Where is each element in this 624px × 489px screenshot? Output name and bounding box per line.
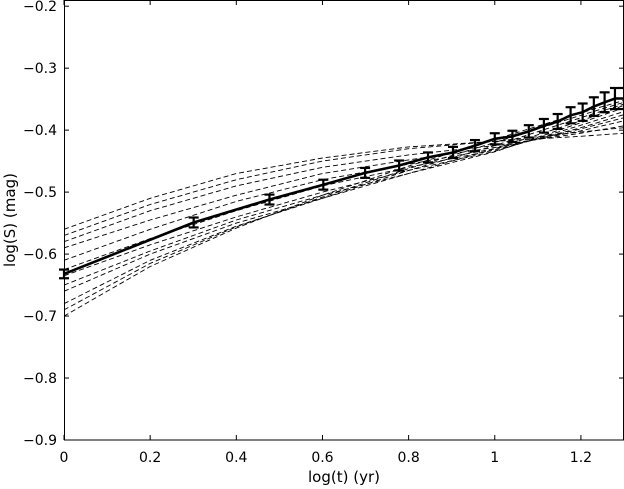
error-bar bbox=[599, 91, 610, 114]
y-tick-label: −0.3 bbox=[23, 61, 57, 77]
error-bar bbox=[489, 132, 500, 146]
error-bar bbox=[538, 117, 549, 134]
x-axis-label: log(t) (yr) bbox=[308, 468, 380, 486]
x-tick-label: 1 bbox=[490, 450, 499, 466]
error-bar bbox=[552, 112, 563, 131]
y-tick-label: −0.8 bbox=[23, 371, 57, 387]
y-tick-label: −0.7 bbox=[23, 309, 57, 325]
model-curve-11 bbox=[63, 101, 624, 311]
x-tick-label: 0.6 bbox=[311, 450, 333, 466]
y-tick-label: −0.4 bbox=[23, 123, 57, 139]
axis-ticks bbox=[63, 0, 624, 441]
error-bar bbox=[565, 106, 576, 125]
model-curve-8 bbox=[63, 107, 624, 286]
main-series-line bbox=[63, 97, 624, 276]
y-tick-label: −0.2 bbox=[23, 0, 57, 15]
x-tick-label: 0.8 bbox=[397, 450, 419, 466]
model-curve-10 bbox=[63, 103, 624, 305]
main-series bbox=[59, 86, 624, 280]
plot-area bbox=[59, 0, 624, 441]
x-tick-label: 0 bbox=[60, 450, 69, 466]
error-bar bbox=[469, 138, 480, 153]
model-curve-7 bbox=[63, 111, 624, 277]
x-tick-label: 0.2 bbox=[139, 450, 161, 466]
model-curve-3 bbox=[63, 125, 624, 243]
x-tick-labels: 0 0.2 0.4 0.6 0.8 1 1.2 bbox=[60, 450, 593, 466]
x-tick-label: 1.2 bbox=[570, 450, 592, 466]
model-curve-4 bbox=[63, 120, 624, 249]
error-bar bbox=[188, 216, 199, 229]
y-tick-labels: −0.9 −0.8 −0.7 −0.6 −0.5 −0.4 −0.3 −0.2 bbox=[23, 0, 57, 449]
error-bar bbox=[507, 129, 518, 144]
x-tick-label: 0.4 bbox=[225, 450, 247, 466]
model-curve-12 bbox=[63, 99, 624, 317]
error-bar bbox=[619, 86, 624, 111]
error-bar bbox=[318, 178, 329, 191]
model-curve-9 bbox=[63, 104, 624, 292]
y-tick-label: −0.5 bbox=[23, 185, 57, 201]
error-bar bbox=[523, 124, 534, 139]
error-bar bbox=[588, 96, 599, 117]
model-curve-1 bbox=[63, 132, 624, 230]
error-bar bbox=[447, 145, 458, 160]
error-bar bbox=[360, 166, 371, 179]
error-bar bbox=[609, 86, 620, 111]
error-bar bbox=[423, 151, 433, 164]
y-tick-label: −0.6 bbox=[23, 247, 57, 263]
y-axis-label: log(S) (mag) bbox=[1, 173, 19, 267]
y-tick-label: −0.9 bbox=[23, 433, 57, 449]
error-bar bbox=[577, 102, 588, 122]
model-curve-2 bbox=[63, 127, 624, 236]
error-bar bbox=[264, 193, 275, 206]
error-bar bbox=[394, 159, 405, 172]
